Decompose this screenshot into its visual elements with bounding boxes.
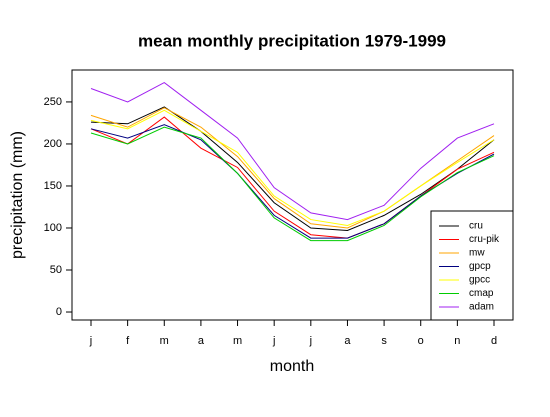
x-tick-label: a — [198, 335, 205, 347]
y-tick-label: 200 — [44, 138, 62, 150]
x-tick-label: j — [272, 335, 275, 347]
x-tick-label: s — [381, 335, 387, 347]
legend-box — [430, 210, 514, 321]
y-tick-label: 0 — [56, 306, 62, 318]
x-tick-label: n — [454, 335, 460, 347]
chart-title: mean monthly precipitation 1979-1999 — [138, 31, 446, 50]
y-tick-label: 250 — [44, 96, 62, 108]
x-tick-label: f — [126, 335, 130, 347]
legend-label: cmap — [469, 288, 494, 299]
x-tick-label: o — [418, 335, 424, 347]
series-line — [90, 126, 495, 242]
y-tick-label: 100 — [44, 222, 62, 234]
y-axis-label: precipitation (mm) — [9, 131, 26, 259]
plot-frame — [71, 69, 514, 321]
series-line — [90, 116, 495, 239]
legend-label: gpcp — [469, 261, 491, 272]
x-axis-label: month — [270, 358, 314, 375]
legend-label: cru-pik — [469, 234, 500, 245]
x-tick-label: m — [233, 335, 242, 347]
x-tick-label: m — [160, 335, 169, 347]
x-tick-label: j — [309, 335, 312, 347]
series-line — [90, 106, 495, 232]
x-tick-label: d — [491, 335, 497, 347]
legend-label: mw — [469, 248, 485, 259]
y-tick-label: 50 — [50, 264, 62, 276]
legend-label: gpcc — [469, 275, 490, 286]
series-line — [90, 109, 495, 226]
x-tick-label: j — [89, 335, 92, 347]
x-tick-label: a — [344, 335, 351, 347]
series-line — [90, 82, 495, 221]
y-tick-label: 150 — [44, 180, 62, 192]
legend-label: cru — [469, 221, 483, 232]
legend-label: adam — [469, 302, 494, 313]
